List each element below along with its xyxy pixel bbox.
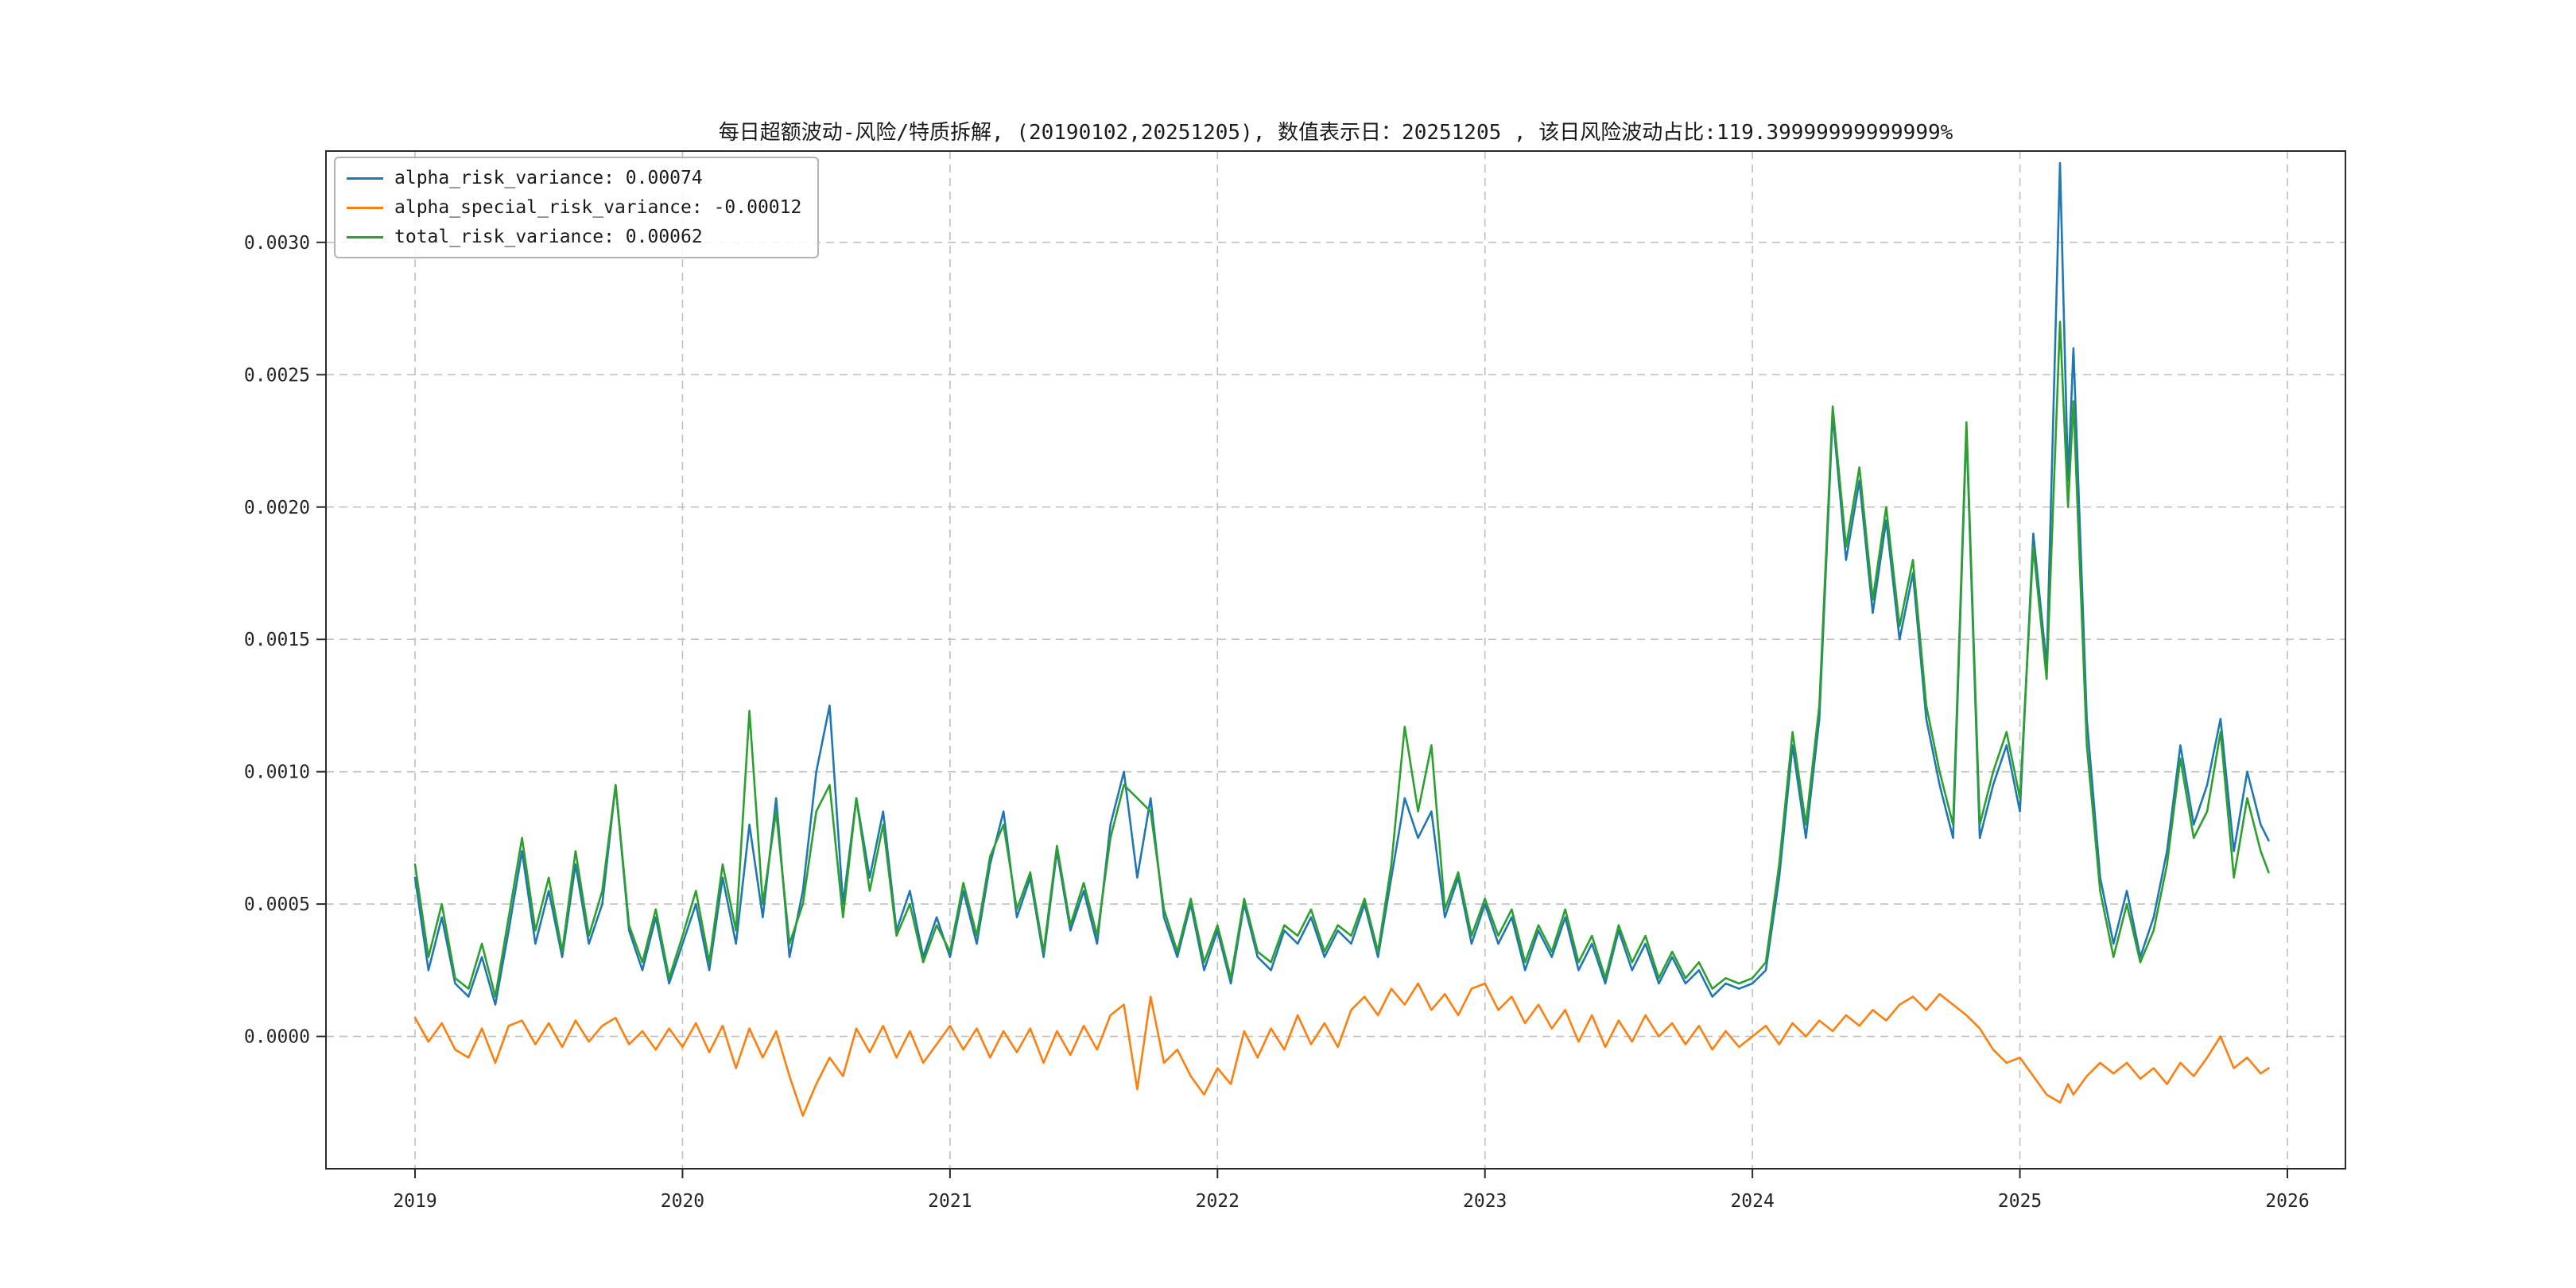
legend: alpha_risk_variance: 0.00074 alpha_speci…: [334, 157, 820, 258]
legend-label: alpha_special_risk_variance: -0.00012: [394, 197, 802, 218]
x-tick-label: 2026: [2265, 1191, 2309, 1212]
legend-item: total_risk_variance: 0.00062: [347, 227, 801, 247]
legend-swatch: [347, 235, 383, 239]
x-tick-label: 2019: [393, 1191, 436, 1212]
x-tick-label: 2025: [1998, 1191, 2042, 1212]
chart-title: 每日超额波动-风险/特质拆解, (20190102,20251205), 数值表…: [718, 121, 1953, 145]
y-tick-label: 0.0020: [244, 498, 310, 518]
x-tick-label: 2020: [661, 1191, 704, 1212]
series-line-alpha_risk_variance: [413, 161, 2270, 1006]
legend-swatch: [347, 177, 383, 180]
y-tick-label: 0.0005: [244, 894, 310, 915]
y-tick-label: 0.0010: [244, 762, 310, 783]
legend-item: alpha_special_risk_variance: -0.00012: [347, 197, 801, 218]
legend-label: total_risk_variance: 0.00062: [394, 227, 703, 247]
legend-label: alpha_risk_variance: 0.00074: [394, 168, 703, 188]
legend-swatch: [347, 206, 383, 209]
x-tick-label: 2021: [928, 1191, 972, 1212]
y-tick-label: 0.0025: [244, 365, 310, 386]
legend-item: alpha_risk_variance: 0.00074: [347, 168, 801, 188]
y-tick-label: 0.0015: [244, 630, 310, 650]
series-line-total_risk_variance: [413, 320, 2270, 998]
series-line-alpha_special_risk_variance: [413, 982, 2270, 1117]
x-tick-label: 2024: [1730, 1191, 1774, 1212]
x-tick-label: 2023: [1463, 1191, 1507, 1212]
y-tick-label: 0.0000: [244, 1027, 310, 1048]
plot-border: [325, 150, 2346, 1170]
y-tick-label: 0.0030: [244, 233, 310, 254]
x-tick-label: 2022: [1196, 1191, 1240, 1212]
